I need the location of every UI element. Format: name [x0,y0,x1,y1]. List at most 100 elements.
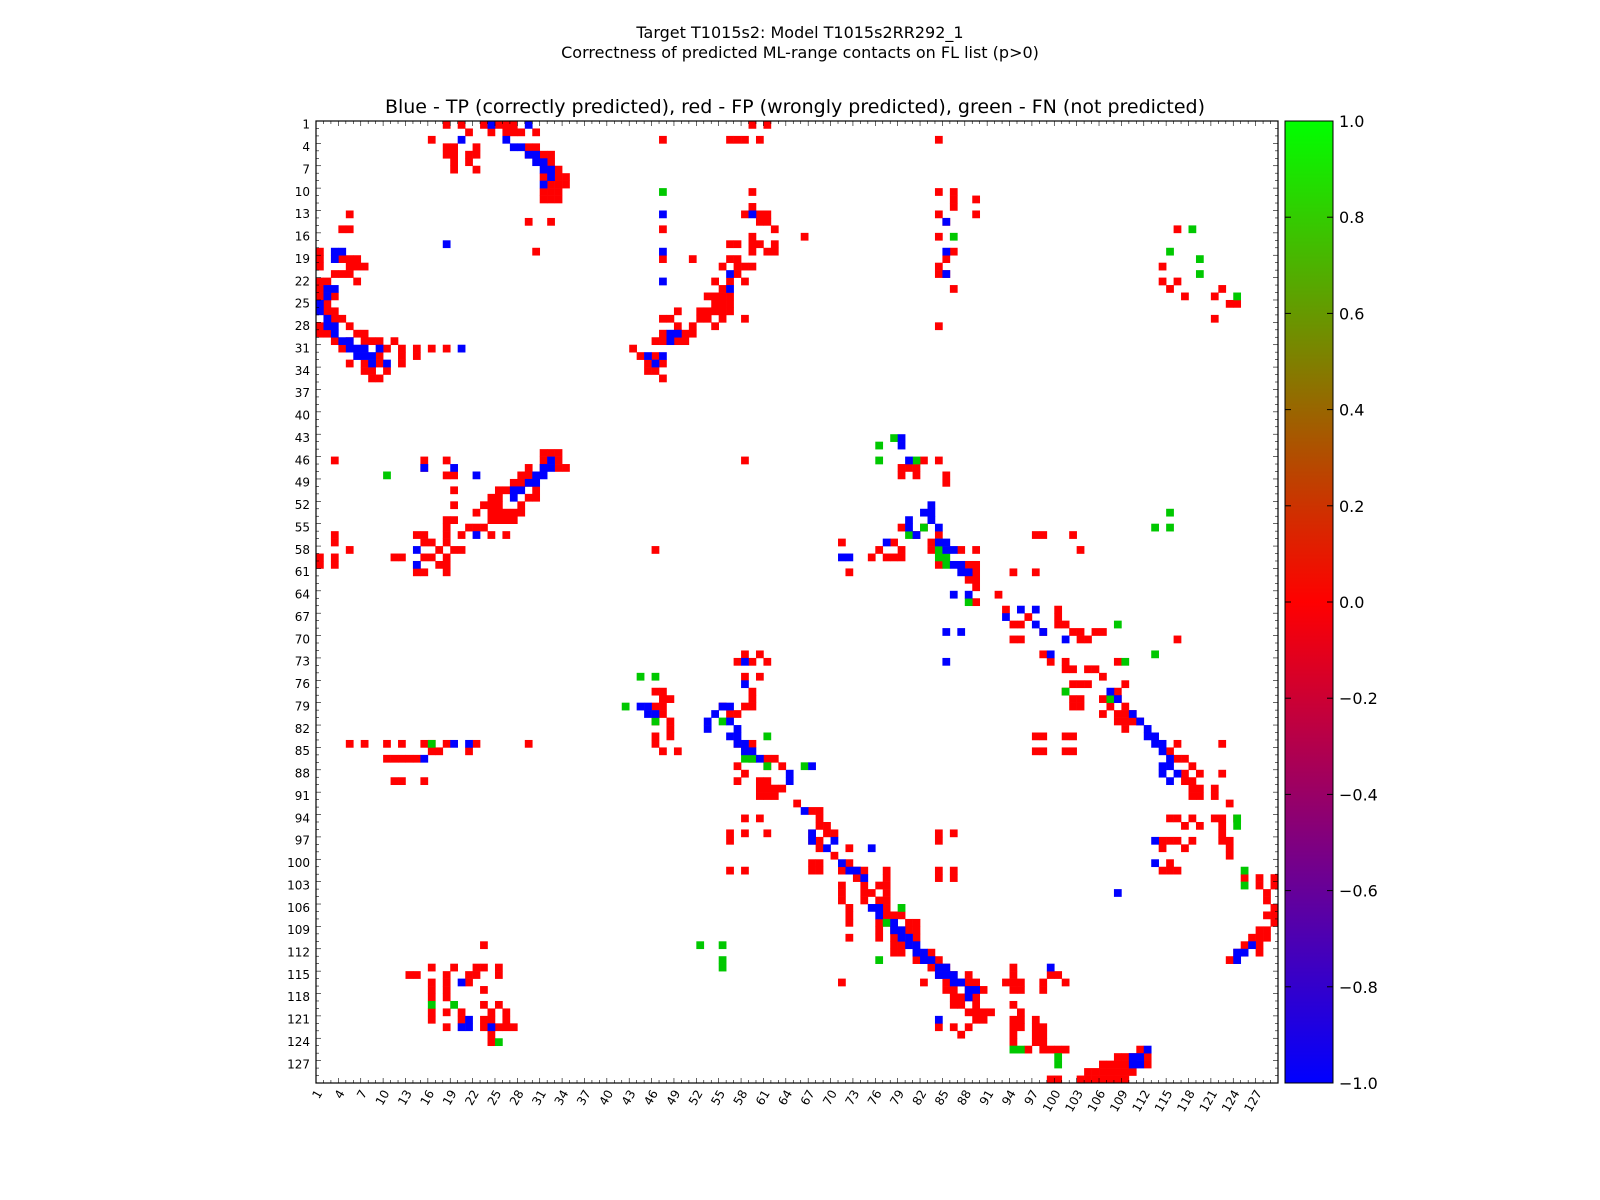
fp-contact-cell [457,121,466,129]
tp-contact-cell [644,702,652,711]
fp-contact-cell [1143,1060,1152,1069]
y-tick-label: 97 [295,834,310,848]
fp-contact-cell [547,150,555,159]
fp-contact-cell [815,866,824,875]
tp-contact-cell [323,292,332,301]
fp-contact-cell [711,299,719,308]
tp-contact-cell [912,948,921,957]
fp-contact-cell [1143,1053,1152,1061]
fp-contact-cell [934,836,943,845]
tp-contact-cell [539,165,548,174]
fp-contact-cell [934,232,943,241]
tp-contact-cell [457,978,466,987]
tp-contact-cell [1128,1053,1137,1061]
fp-contact-cell [1046,657,1055,666]
fn-contact-cell [934,546,943,554]
tp-contact-cell [964,993,973,1002]
fp-contact-cell [1054,1075,1063,1084]
tp-contact-cell [711,710,719,718]
fp-contact-cell [659,359,667,368]
fp-contact-cell [651,352,660,360]
fp-contact-cell [659,329,667,338]
tp-contact-cell [733,739,742,748]
fp-contact-cell [1210,792,1219,800]
tp-contact-cell [733,725,742,733]
fp-contact-cell [927,546,936,554]
fp-contact-cell [502,121,511,129]
tp-contact-cell [920,956,928,964]
fp-contact-cell [897,523,906,532]
fp-contact-cell [845,859,854,868]
fn-contact-cell [897,904,906,912]
fp-contact-cell [398,553,406,562]
tp-contact-cell [659,247,667,256]
colorbar-tick-label: 0.8 [1339,208,1364,227]
x-tick-label: 58 [731,1088,751,1108]
fp-contact-cell [517,471,526,480]
tp-contact-cell [882,538,891,547]
tp-contact-cell [949,590,958,599]
fn-contact-cell [621,702,630,711]
x-tick-label: 40 [596,1088,616,1108]
fp-contact-cell [673,337,682,346]
fp-contact-cell [972,1015,981,1024]
colorbar-tick-label: 0.6 [1339,304,1364,323]
tp-contact-cell [1128,1060,1137,1069]
fn-contact-cell [763,762,772,771]
tp-contact-cell [964,568,973,577]
fp-contact-cell [330,307,339,316]
fp-contact-cell [741,829,749,838]
fp-contact-cell [1046,1075,1055,1084]
tp-contact-cell [942,247,951,256]
fp-contact-cell [1195,792,1204,800]
tp-contact-cell [890,926,898,935]
fp-contact-cell [949,829,958,838]
fp-contact-cell [666,732,675,741]
fp-contact-cell [815,859,824,868]
fp-contact-cell [808,807,816,815]
tp-contact-cell [1248,941,1256,950]
fp-contact-cell [942,255,951,263]
fp-contact-cell [316,285,324,293]
fp-contact-cell [912,926,921,935]
tp-contact-cell [1113,695,1122,703]
fp-contact-cell [755,784,764,793]
fp-contact-cell [494,963,503,972]
tp-contact-cell [524,121,533,129]
fp-contact-cell [979,986,988,994]
fp-contact-cell [383,344,391,353]
tp-contact-cell [741,657,749,666]
tp-contact-cell [875,911,884,920]
tp-contact-cell [897,926,906,935]
y-tick-label: 43 [295,431,310,445]
fp-contact-cell [651,546,660,554]
fp-contact-cell [353,262,362,271]
fp-contact-cell [323,307,332,316]
tp-contact-cell [345,344,354,353]
tp-contact-cell [875,904,884,912]
tp-contact-cell [502,135,511,144]
fp-contact-cell [1031,1015,1040,1024]
fp-contact-cell [748,695,757,703]
fp-contact-cell [1039,747,1048,756]
fp-contact-cell [1016,1023,1025,1032]
tp-contact-cell [1113,889,1122,897]
fp-contact-cell [554,173,563,181]
tp-contact-cell [539,158,548,167]
fp-contact-cell [1113,1075,1122,1084]
fp-contact-cell [972,993,981,1002]
fp-contact-cell [1039,1030,1048,1039]
fp-contact-cell [517,128,526,137]
fp-contact-cell [1263,911,1271,920]
tp-contact-cell [1031,620,1040,629]
fp-contact-cell [1181,777,1189,786]
tp-contact-cell [1240,948,1249,957]
fp-contact-cell [897,546,906,554]
fp-contact-cell [1076,695,1085,703]
fp-contact-cell [517,508,526,517]
tp-contact-cell [330,285,339,293]
fp-contact-cell [875,918,884,927]
fp-contact-cell [949,195,958,204]
fp-contact-cell [435,747,444,756]
fp-contact-cell [852,874,861,882]
